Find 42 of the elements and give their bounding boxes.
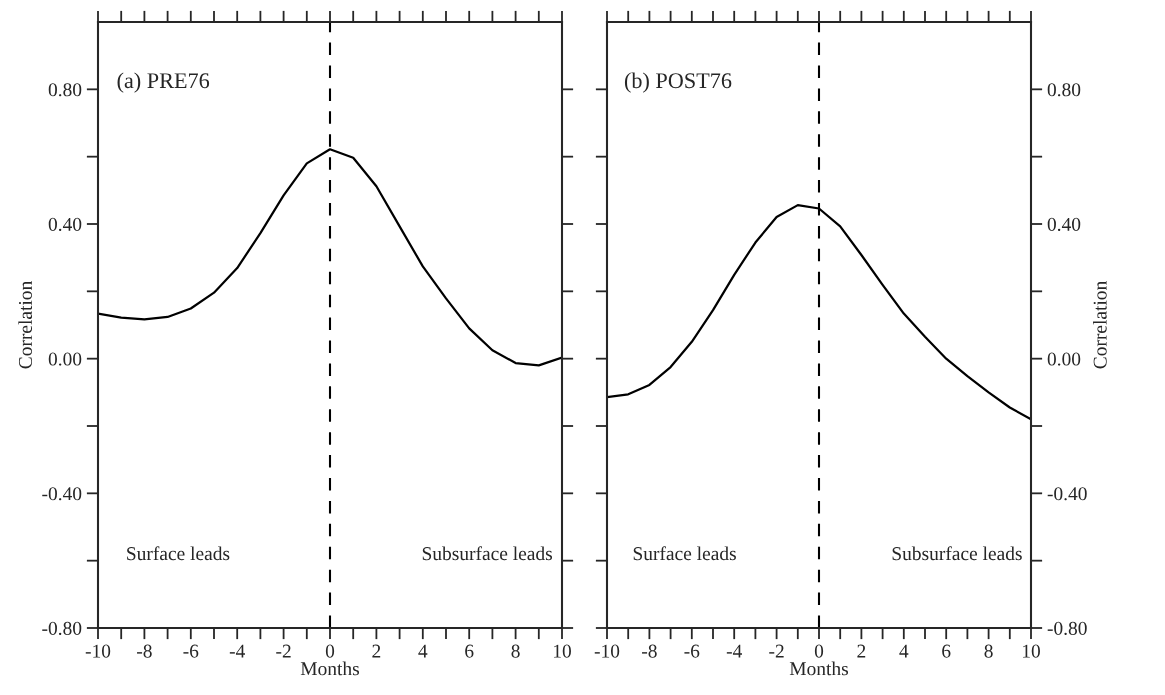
- y-tick-label: 0.00: [1047, 352, 1081, 366]
- x-axis-title: Months: [300, 661, 360, 676]
- x-tick-label: 6: [942, 644, 951, 658]
- y-tick-label: 0.80: [48, 83, 82, 97]
- x-tick-label: 8: [984, 644, 993, 658]
- annotation: Surface leads: [127, 546, 230, 561]
- y-tick-label: -0.40: [1047, 487, 1087, 501]
- x-tick-label: -10: [594, 644, 620, 658]
- x-tick-label: 4: [418, 644, 428, 658]
- x-tick-label: 2: [372, 644, 381, 658]
- x-tick-label: -10: [85, 644, 111, 658]
- x-tick-label: -4: [229, 644, 245, 658]
- annotation: Subsurface leads: [892, 546, 1022, 561]
- y-tick-label: 0.00: [48, 352, 82, 366]
- x-tick-label: 0: [814, 644, 824, 658]
- x-tick-label: -2: [769, 644, 784, 658]
- x-tick-label: 0: [325, 644, 335, 658]
- x-tick-label: -6: [684, 644, 700, 658]
- x-tick-label: 2: [857, 644, 866, 658]
- x-axis-title: Months: [789, 661, 849, 676]
- x-tick-label: -8: [137, 644, 152, 658]
- text: (a) PRE76: [117, 72, 210, 93]
- y-axis-title: Correlation: [1093, 281, 1107, 369]
- x-tick-label: 8: [511, 644, 520, 658]
- x-tick-label: -2: [276, 644, 291, 658]
- x-tick-label: -4: [726, 644, 742, 658]
- x-tick-label: 10: [553, 644, 571, 658]
- x-tick-label: 6: [465, 644, 474, 658]
- y-tick-label: -0.40: [42, 487, 82, 501]
- x-tick-label: 10: [1022, 644, 1040, 658]
- y-tick-label: 0.40: [1047, 217, 1081, 232]
- annotation: Subsurface leads: [422, 546, 553, 561]
- x-tick-label: 4: [899, 644, 909, 658]
- y-tick-label: -0.80: [42, 621, 82, 636]
- x-tick-label: -6: [183, 644, 199, 658]
- text: (b) POST76: [624, 72, 732, 93]
- y-tick-label: -0.80: [1047, 621, 1087, 636]
- annotation: Surface leads: [633, 546, 736, 561]
- y-tick-label: 0.80: [1047, 83, 1081, 97]
- y-tick-label: 0.40: [48, 217, 82, 232]
- x-tick-label: -8: [642, 644, 657, 658]
- y-axis-title: Correlation: [18, 281, 33, 369]
